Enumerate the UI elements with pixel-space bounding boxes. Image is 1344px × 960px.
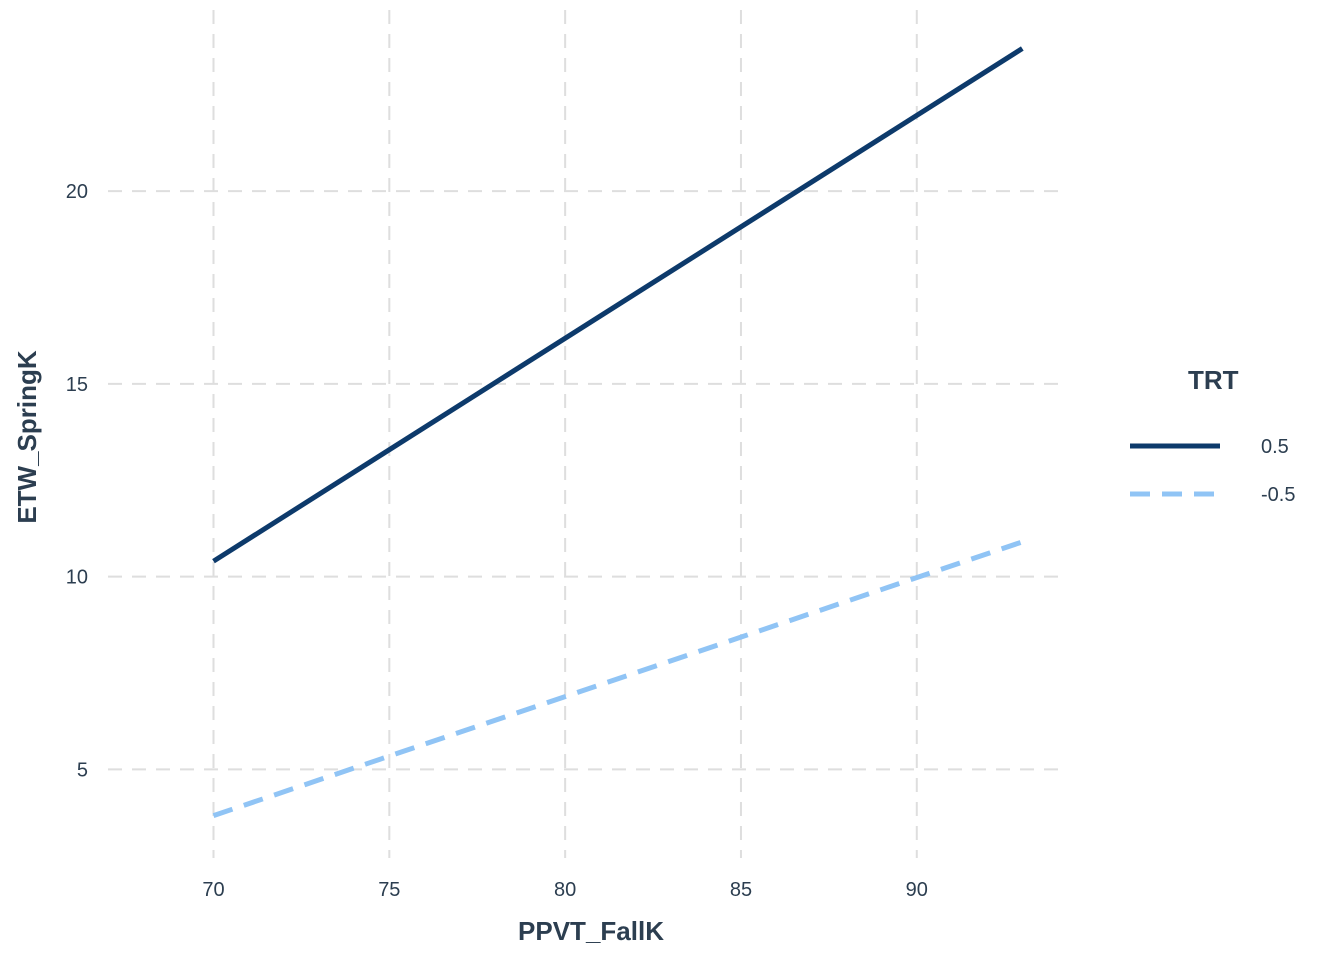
y-tick-label: 5 — [77, 759, 88, 781]
x-tick-label: 75 — [378, 879, 400, 901]
x-tick-label: 70 — [202, 879, 224, 901]
legend-title: TRT — [1188, 365, 1239, 395]
y-tick-label: 10 — [66, 567, 88, 589]
legend-label: 0.5 — [1261, 436, 1289, 458]
legend: TRT 0.5 -0.5 — [1130, 365, 1295, 506]
legend-items: 0.5 -0.5 — [1130, 436, 1295, 506]
series-line-solid — [212, 46, 1024, 564]
x-axis-title: PPVT_FallK — [518, 916, 664, 946]
x-tick-label: 80 — [554, 879, 576, 901]
legend-label: -0.5 — [1261, 484, 1295, 506]
y-tick-label: 20 — [66, 181, 88, 203]
grid-layer — [108, 10, 1068, 858]
y-tick-label: 15 — [66, 374, 88, 396]
series-layer — [212, 46, 1024, 818]
y-axis-title: ETW_SpringK — [12, 350, 42, 524]
tick-labels: 70 75 80 85 90 5 10 15 20 — [66, 181, 928, 901]
x-tick-label: 85 — [730, 879, 752, 901]
x-tick-label: 90 — [906, 879, 928, 901]
series-line-dashed — [212, 539, 1024, 818]
